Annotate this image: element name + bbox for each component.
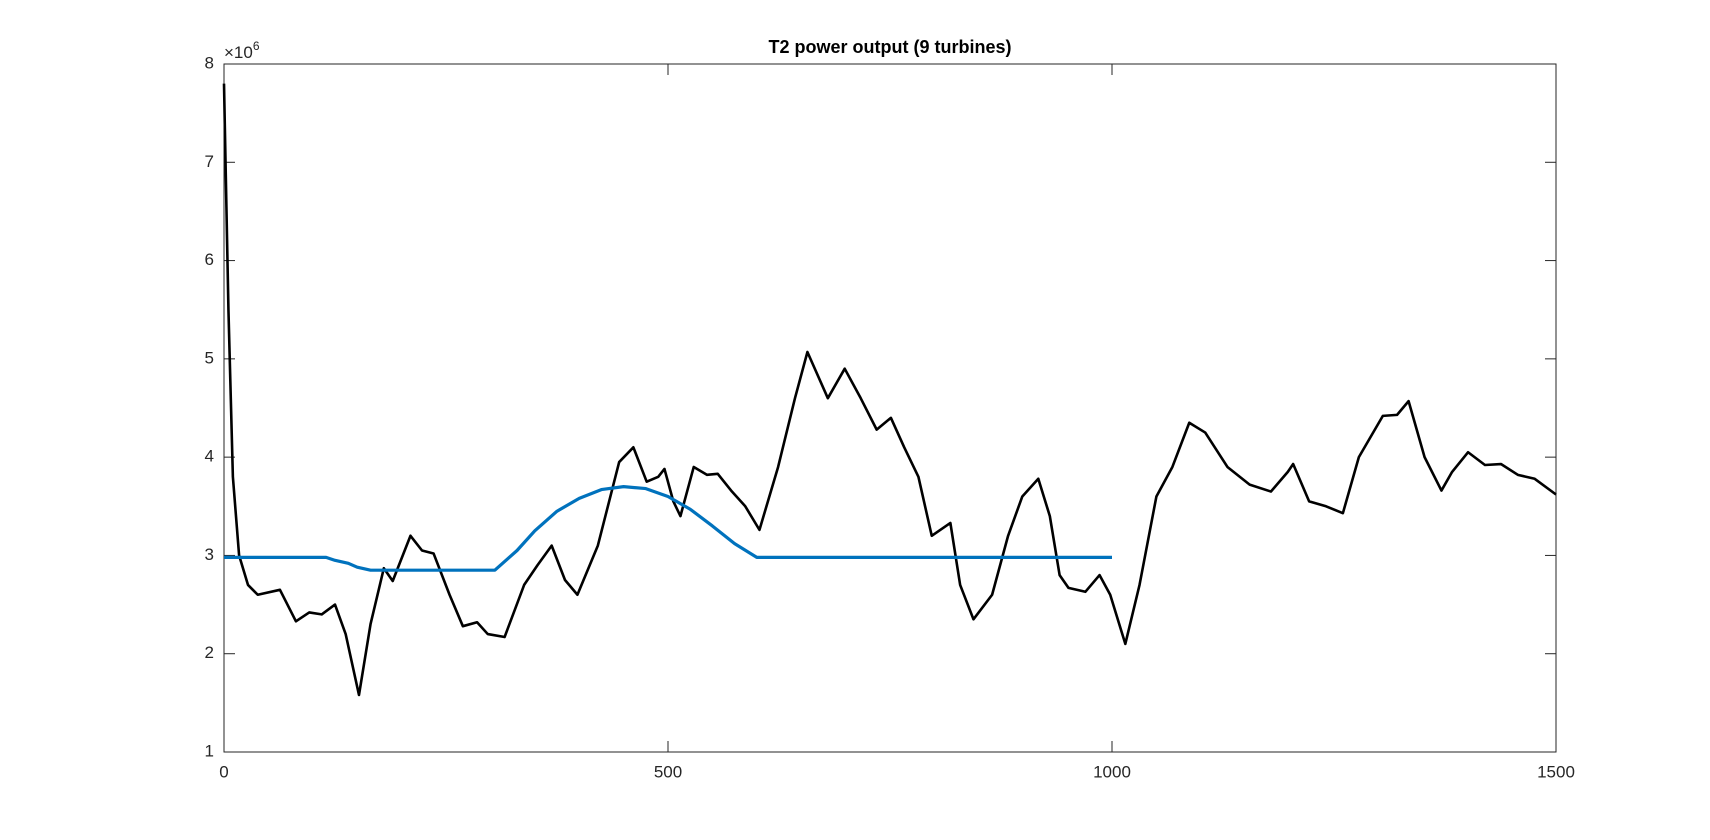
data-line [222, 83, 1557, 697]
axes-box [223, 63, 1557, 753]
y-tick-label: 6 [205, 250, 214, 269]
chart-title: T2 power output (9 turbines) [769, 37, 1012, 57]
y-tick-label: 3 [205, 545, 214, 564]
y-tick-label: 2 [205, 643, 214, 662]
y-tick-label: 7 [205, 152, 214, 171]
y-multiplier-base: ×10 [224, 43, 253, 62]
y-tick-label: 8 [205, 53, 214, 72]
y-tick-label: 1 [205, 741, 214, 760]
y-multiplier-exponent: 6 [253, 39, 260, 53]
data-line [224, 485, 1112, 572]
x-tick-label: 1000 [1093, 762, 1131, 781]
x-tick-label: 1500 [1537, 762, 1575, 781]
x-tick-label: 0 [219, 762, 228, 781]
y-multiplier: ×106 [224, 39, 260, 62]
y-tick-label: 5 [205, 348, 214, 367]
y-tick-label: 4 [205, 447, 214, 466]
x-tick-label: 500 [654, 762, 682, 781]
